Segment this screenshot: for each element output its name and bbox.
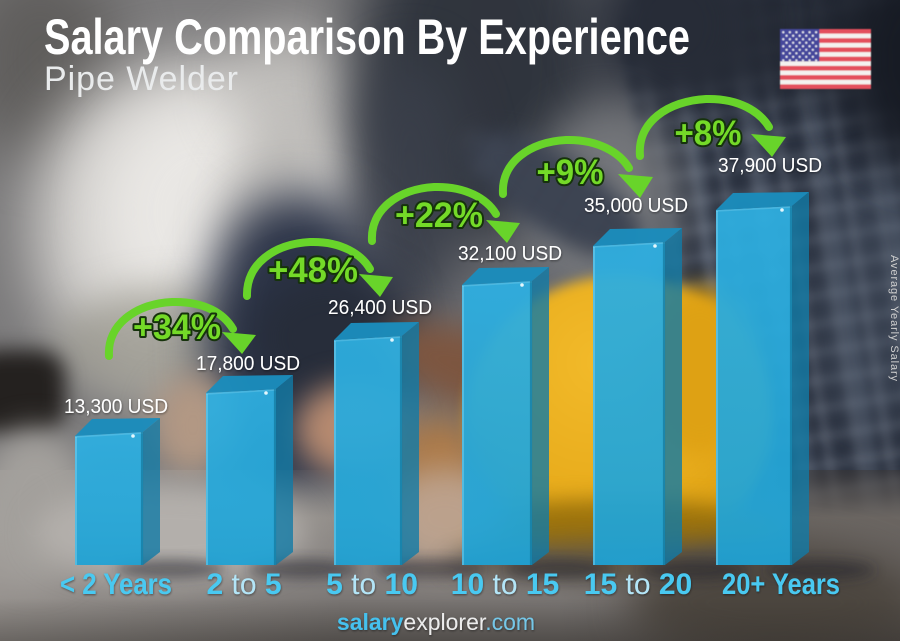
svg-text:+9%: +9% bbox=[537, 153, 604, 192]
svg-text:2 to 5: 2 to 5 bbox=[206, 568, 281, 601]
svg-text:17,800 USD: 17,800 USD bbox=[196, 353, 300, 375]
svg-text:35,000 USD: 35,000 USD bbox=[584, 195, 688, 217]
svg-text:Average Yearly Salary: Average Yearly Salary bbox=[888, 255, 900, 382]
svg-text:salaryexplorer.com: salaryexplorer.com bbox=[337, 609, 535, 635]
svg-text:Salary Comparison By Experienc: Salary Comparison By Experience bbox=[44, 9, 690, 65]
svg-text:+48%: +48% bbox=[268, 251, 358, 290]
svg-text:10 to 15: 10 to 15 bbox=[451, 568, 559, 601]
svg-text:< 2 Years: < 2 Years bbox=[60, 568, 172, 601]
svg-text:37,900 USD: 37,900 USD bbox=[718, 155, 822, 177]
svg-text:5 to 10: 5 to 10 bbox=[326, 568, 418, 601]
svg-text:+8%: +8% bbox=[675, 114, 742, 153]
svg-text:26,400 USD: 26,400 USD bbox=[328, 297, 432, 319]
svg-text:32,100 USD: 32,100 USD bbox=[458, 243, 562, 265]
svg-text:20+ Years: 20+ Years bbox=[722, 568, 840, 601]
svg-text:+22%: +22% bbox=[395, 196, 483, 235]
svg-text:Pipe Welder: Pipe Welder bbox=[44, 60, 238, 98]
svg-text:13,300 USD: 13,300 USD bbox=[64, 396, 168, 418]
svg-text:+34%: +34% bbox=[133, 308, 221, 347]
svg-text:15 to 20: 15 to 20 bbox=[584, 568, 692, 601]
